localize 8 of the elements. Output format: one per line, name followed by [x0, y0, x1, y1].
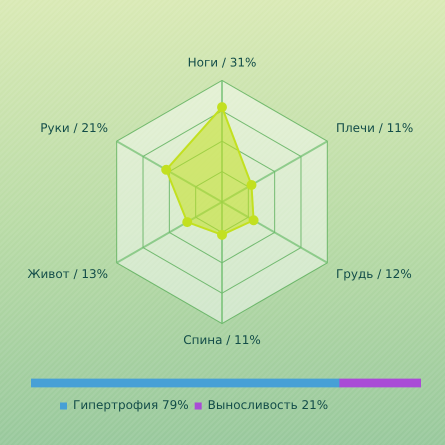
spoke-label: Руки / 21%: [40, 121, 108, 136]
legend-label: Гипертрофия 79%: [73, 398, 189, 412]
legend-label: Выносливость 21%: [208, 398, 328, 412]
spoke-label: Спина / 11%: [183, 332, 261, 347]
spoke-label: Живот / 13%: [28, 267, 108, 282]
spoke-label: Грудь / 12%: [336, 267, 412, 282]
spoke-label: Ноги / 31%: [188, 55, 256, 70]
spoke-label: Плечи / 11%: [336, 121, 414, 136]
